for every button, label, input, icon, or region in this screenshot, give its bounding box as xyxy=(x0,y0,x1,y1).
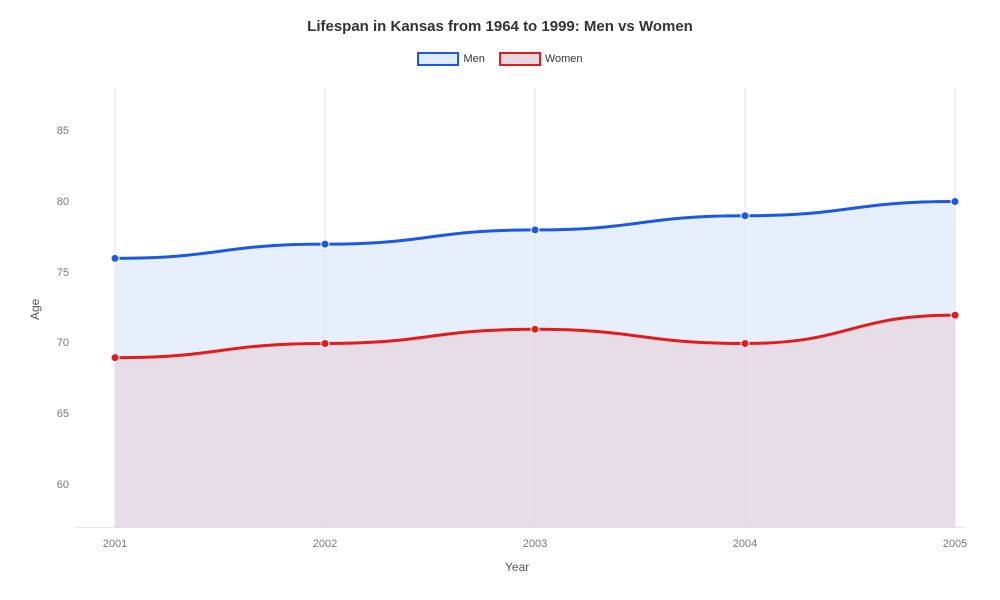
legend: Men Women xyxy=(0,52,1000,66)
plot-svg xyxy=(75,88,965,528)
series-marker[interactable] xyxy=(531,325,539,333)
legend-swatch xyxy=(499,52,541,66)
x-tick-label: 2004 xyxy=(733,538,757,550)
series-marker[interactable] xyxy=(951,311,959,319)
x-tick-label: 2005 xyxy=(943,538,967,550)
y-tick-label: 85 xyxy=(45,125,69,137)
legend-label: Men xyxy=(463,53,484,65)
y-tick-label: 65 xyxy=(45,408,69,420)
y-tick-label: 75 xyxy=(45,267,69,279)
series-marker[interactable] xyxy=(531,226,539,234)
x-tick-label: 2002 xyxy=(313,538,337,550)
x-axis-title: Year xyxy=(505,560,529,574)
series-marker[interactable] xyxy=(321,339,329,347)
y-axis-title: Age xyxy=(28,299,42,320)
chart-title: Lifespan in Kansas from 1964 to 1999: Me… xyxy=(0,18,1000,35)
legend-item[interactable]: Women xyxy=(499,52,583,66)
y-tick-label: 60 xyxy=(45,479,69,491)
series-marker[interactable] xyxy=(111,354,119,362)
series-marker[interactable] xyxy=(741,212,749,220)
series-marker[interactable] xyxy=(321,240,329,248)
chart-container: Lifespan in Kansas from 1964 to 1999: Me… xyxy=(0,0,1000,600)
legend-swatch xyxy=(417,52,459,66)
series-marker[interactable] xyxy=(951,198,959,206)
series-marker[interactable] xyxy=(741,339,749,347)
x-tick-label: 2003 xyxy=(523,538,547,550)
plot-area xyxy=(75,88,965,528)
legend-label: Women xyxy=(545,53,583,65)
legend-item[interactable]: Men xyxy=(417,52,484,66)
y-tick-label: 80 xyxy=(45,196,69,208)
y-tick-label: 70 xyxy=(45,337,69,349)
x-tick-label: 2001 xyxy=(103,538,127,550)
series-marker[interactable] xyxy=(111,254,119,262)
